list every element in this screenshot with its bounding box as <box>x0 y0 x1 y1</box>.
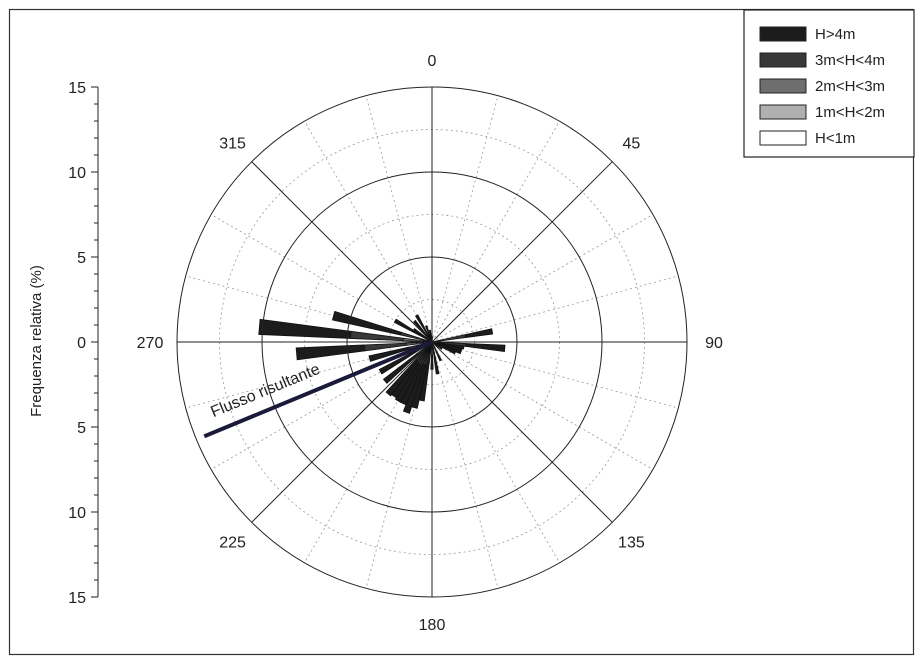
direction-label: 270 <box>137 335 164 352</box>
y-tick-label: 10 <box>68 505 86 522</box>
direction-label: 90 <box>705 335 723 352</box>
y-tick-label: 15 <box>68 590 86 607</box>
y-tick-label: 0 <box>77 335 86 352</box>
resultant-line <box>203 340 433 439</box>
sector-bar-segment <box>258 318 352 339</box>
sector-bar-segment <box>394 362 421 403</box>
direction-label: 225 <box>219 534 246 551</box>
legend-swatch <box>759 52 807 68</box>
sector-bar-segment <box>378 350 417 375</box>
y-tick-label: 10 <box>68 165 86 182</box>
legend-label: H<1m <box>815 130 855 147</box>
direction-label: 45 <box>623 136 641 153</box>
y-axis-label: Frequenza relativa (%) <box>28 265 45 417</box>
legend-label: 2m<H<3m <box>815 78 885 95</box>
legend-swatch <box>759 104 807 120</box>
sector-bar-segment <box>434 343 443 350</box>
spoke-135 <box>431 341 613 523</box>
legend-swatch <box>759 78 807 94</box>
sector-bar-segment <box>385 358 419 397</box>
y-axis: 15 10 5 0 5 10 15 <box>68 80 99 607</box>
direction-label: 135 <box>618 534 645 551</box>
spoke-45 <box>431 161 613 343</box>
y-tick-label: 5 <box>77 250 86 267</box>
sector-bar-segment <box>434 347 442 362</box>
sector-bar-segment <box>412 327 429 340</box>
legend: H>4m 3m<H<4m 2m<H<3m 1m<H<2m H<1m <box>743 9 915 158</box>
rose-frame <box>176 86 688 598</box>
y-tick-label: 15 <box>68 80 86 97</box>
direction-label: 180 <box>419 617 446 634</box>
legend-swatch <box>759 26 807 42</box>
sector-bar-segment <box>402 363 426 414</box>
y-tick-label: 5 <box>77 420 86 437</box>
direction-labels: 0 45 90 135 180 225 270 315 <box>137 53 723 634</box>
legend-label: 1m<H<2m <box>815 104 885 121</box>
legend-label: H>4m <box>815 26 855 43</box>
sector-bar-segment <box>428 329 433 340</box>
spoke-225 <box>251 341 433 523</box>
sector-bar-segment <box>368 346 410 362</box>
direction-label: 0 <box>428 53 437 70</box>
direction-label: 315 <box>219 136 246 153</box>
sector-bar-segment <box>414 314 430 337</box>
sector-bar-segment <box>464 328 494 339</box>
sector-bar-segment <box>432 348 440 375</box>
legend-swatch <box>759 130 807 146</box>
sector-bar-segment <box>382 352 419 384</box>
sector-bar-segment <box>331 310 402 336</box>
spoke-315 <box>251 161 433 343</box>
sector-bar-segment <box>413 319 428 337</box>
sector-bar-segment <box>443 346 457 355</box>
legend-label: 3m<H<4m <box>815 52 885 69</box>
sector-bar-segment <box>465 343 506 352</box>
